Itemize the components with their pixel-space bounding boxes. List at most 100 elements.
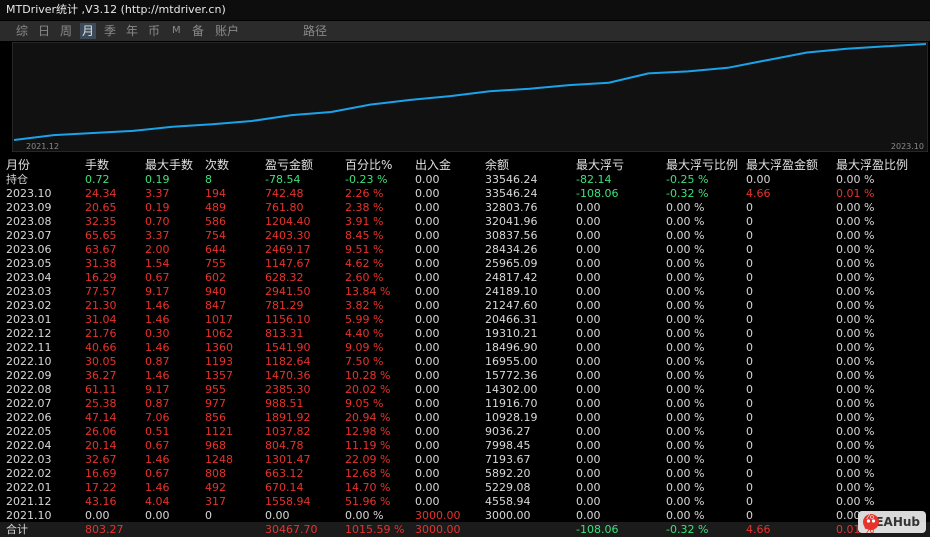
tab[interactable]: 账户: [215, 24, 240, 38]
table-cell: 1.46: [145, 341, 170, 354]
tab[interactable]: 日: [38, 24, 51, 38]
tab[interactable]: 月: [80, 23, 97, 39]
table-cell: 22.09 %: [345, 453, 391, 466]
table-cell: 61.11: [85, 383, 117, 396]
table-cell: 3.82 %: [345, 299, 384, 312]
table-cell: 0.00 %: [836, 299, 875, 312]
table-cell: 1357: [205, 369, 233, 382]
table-cell: 2.38 %: [345, 201, 384, 214]
table-cell: 1.46: [145, 299, 170, 312]
total-cell: 30467.70: [265, 523, 318, 536]
table-cell: 0.67: [145, 271, 170, 284]
table-cell: 33546.24: [485, 187, 538, 200]
table-cell: 4.40 %: [345, 327, 384, 340]
tab[interactable]: 备: [192, 24, 205, 38]
row-label: 2023.03: [6, 285, 52, 298]
table-cell: 0.00 %: [836, 271, 875, 284]
table-cell: 0: [746, 481, 753, 494]
table-cell: 0.00 %: [666, 341, 705, 354]
table-cell: 21247.60: [485, 299, 538, 312]
table-cell: 1017: [205, 313, 233, 326]
table-cell: 0.00: [415, 467, 440, 480]
table-cell: 30837.56: [485, 229, 538, 242]
column-header: 最大浮亏: [576, 158, 625, 172]
table-cell: 0.87: [145, 397, 170, 410]
table-cell: 0: [746, 201, 753, 214]
table-cell: 0.19: [145, 201, 170, 214]
table-cell: 0.00 %: [666, 411, 705, 424]
tab[interactable]: 币: [148, 24, 161, 38]
table-cell: 0: [746, 495, 753, 508]
table-cell: 0.00: [576, 411, 601, 424]
table-cell: 0.00 %: [836, 313, 875, 326]
tab[interactable]: 周: [60, 24, 73, 38]
tab[interactable]: 季: [104, 24, 117, 38]
total-cell: 1015.59 %: [345, 523, 405, 536]
table-cell: 0.00: [576, 243, 601, 256]
table-cell: 47.14: [85, 411, 117, 424]
row-label: 2022.01: [6, 481, 52, 494]
table-cell: 31.38: [85, 257, 117, 270]
watermark-text: EAHub: [875, 515, 920, 529]
total-cell: 3000.00: [415, 523, 461, 536]
table-cell: 1204.40: [265, 215, 311, 228]
table-cell: 16955.00: [485, 355, 538, 368]
table-cell: 0.00: [415, 481, 440, 494]
table-cell: 0: [746, 439, 753, 452]
tab[interactable]: 综: [16, 24, 29, 38]
table-cell: 21.30: [85, 299, 117, 312]
row-label: 2023.07: [6, 229, 52, 242]
table-cell: 0.00 %: [666, 215, 705, 228]
table-cell: 51.96 %: [345, 495, 391, 508]
table-cell: 17.22: [85, 481, 117, 494]
table-cell: 0.00: [145, 509, 170, 522]
table-cell: 0.00 %: [345, 509, 384, 522]
table-cell: 0.00 %: [666, 327, 705, 340]
table-cell: 26.06: [85, 425, 117, 438]
table-cell: 1147.67: [265, 257, 311, 270]
table-cell: 25965.09: [485, 257, 538, 270]
table-cell: 0.00 %: [836, 257, 875, 270]
table-cell: 33546.24: [485, 173, 538, 186]
row-label: 2022.12: [6, 327, 52, 340]
table-cell: 3.37: [145, 229, 170, 242]
table-cell: 9.51 %: [345, 243, 384, 256]
table-cell: 0.00: [576, 341, 601, 354]
table-cell: 0.00 %: [666, 453, 705, 466]
row-label: 2022.05: [6, 425, 52, 438]
title-bar: MTDriver统计 ,V3.12 (http://mtdriver.cn): [0, 0, 930, 20]
total-row-bg: [0, 522, 930, 537]
table-cell: 0.00 %: [666, 397, 705, 410]
table-cell: 20.02 %: [345, 383, 391, 396]
table-cell: 0.00: [415, 229, 440, 242]
table-cell: 11916.70: [485, 397, 538, 410]
tab[interactable]: 路径: [303, 24, 328, 38]
table-cell: 0: [746, 383, 753, 396]
table-cell: 1470.36: [265, 369, 311, 382]
table-cell: 0: [746, 243, 753, 256]
row-label: 2022.06: [6, 411, 52, 424]
table-cell: 3000.00: [415, 509, 461, 522]
row-label: 2022.09: [6, 369, 52, 382]
tab[interactable]: M: [172, 25, 181, 36]
table-cell: 0.00 %: [666, 481, 705, 494]
table-cell: 0.00: [415, 257, 440, 270]
table-cell: 0.00: [576, 369, 601, 382]
table-cell: 489: [205, 201, 226, 214]
table-cell: 25.38: [85, 397, 117, 410]
table-cell: 2403.30: [265, 229, 311, 242]
tab[interactable]: 年: [126, 24, 139, 38]
table-cell: 0: [746, 341, 753, 354]
table-cell: -108.06: [576, 187, 619, 200]
table-cell: 0.00: [576, 439, 601, 452]
table-cell: 1193: [205, 355, 233, 368]
table-cell: 16.29: [85, 271, 117, 284]
row-label: 2021.12: [6, 495, 52, 508]
table-cell: 0.00 %: [666, 257, 705, 270]
table-cell: 0.00 %: [836, 467, 875, 480]
table-cell: 628.32: [265, 271, 304, 284]
table-cell: 0: [746, 397, 753, 410]
table-cell: 0.19: [145, 173, 170, 186]
table-cell: 1.54: [145, 257, 170, 270]
